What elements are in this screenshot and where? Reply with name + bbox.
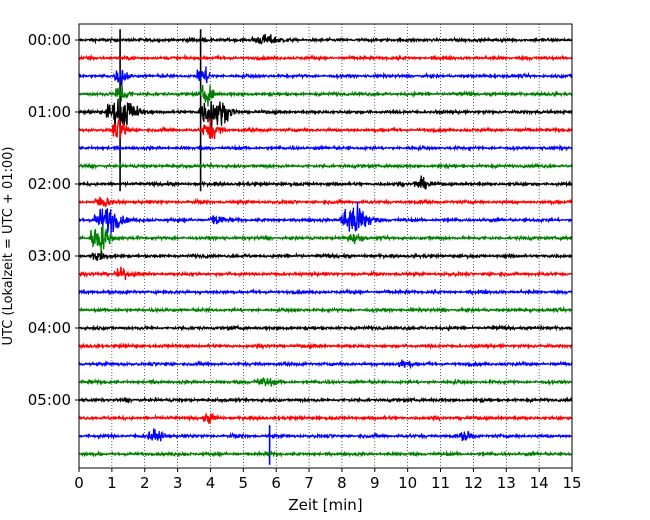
trace-line: [78, 85, 573, 107]
x-tick-label: 12: [464, 474, 483, 492]
x-tick-label: 5: [239, 474, 249, 492]
trace-line: [78, 66, 573, 87]
y-tick-label: 02:00: [28, 175, 71, 193]
trace-line: [78, 175, 573, 190]
trace-line: [78, 449, 573, 458]
trace-line: [78, 396, 573, 405]
x-tick-label: 6: [271, 474, 281, 492]
x-tick-label: 14: [530, 474, 549, 492]
trace-line: [78, 305, 573, 314]
plot-area-frame: [78, 23, 573, 469]
trace-line: [78, 341, 573, 351]
x-tick-label: 3: [173, 474, 183, 492]
y-tick-label: 00:00: [28, 31, 71, 49]
x-tick-label: 11: [431, 474, 450, 492]
y-axis-label: UTC (Lokalzeit = UTC + 01:00): [1, 147, 16, 346]
y-axis-ticks: 00:00 01:00 02:00 03:00 04:00 05:00: [28, 31, 79, 409]
trace-line: [78, 33, 573, 45]
seismic-traces: [78, 29, 573, 465]
trace-line: [78, 411, 573, 424]
trace-line: [78, 196, 573, 208]
trace-line: [78, 143, 573, 153]
x-tick-label: 7: [304, 474, 314, 492]
trace-line: [78, 96, 573, 131]
y-tick-label: 01:00: [28, 103, 71, 121]
trace-line: [78, 359, 573, 370]
x-tick-label: 9: [370, 474, 380, 492]
x-tick-label: 15: [562, 474, 581, 492]
x-tick-label: 1: [107, 474, 117, 492]
y-tick-label: 05:00: [28, 391, 71, 409]
trace-line: [78, 376, 573, 387]
x-tick-label: 4: [206, 474, 216, 492]
trace-line: [78, 53, 573, 62]
x-tick-label: 8: [337, 474, 347, 492]
trace-line: [78, 323, 573, 333]
trace-line: [78, 288, 573, 297]
plot-area-background: [79, 24, 572, 468]
y-tick-label: 04:00: [28, 319, 71, 337]
x-tick-label: 2: [140, 474, 150, 492]
trace-line: [78, 161, 573, 171]
y-tick-label: 03:00: [28, 247, 71, 265]
trace-line: [78, 118, 573, 140]
x-tick-label: 0: [74, 474, 84, 492]
trace-line: [78, 428, 573, 442]
x-axis-ticks: 0 1 2 3 4 5 6 7 8 9 10 11 12 13 14 15: [74, 468, 582, 492]
vertical-gridlines: [111, 24, 540, 468]
x-tick-label: 13: [497, 474, 516, 492]
trace-line: [78, 266, 573, 280]
trace-line: [78, 224, 573, 254]
x-axis-label: Zeit [min]: [288, 496, 362, 514]
trace-line: [78, 201, 573, 235]
trace-line: [78, 250, 573, 261]
x-tick-label: 10: [398, 474, 417, 492]
